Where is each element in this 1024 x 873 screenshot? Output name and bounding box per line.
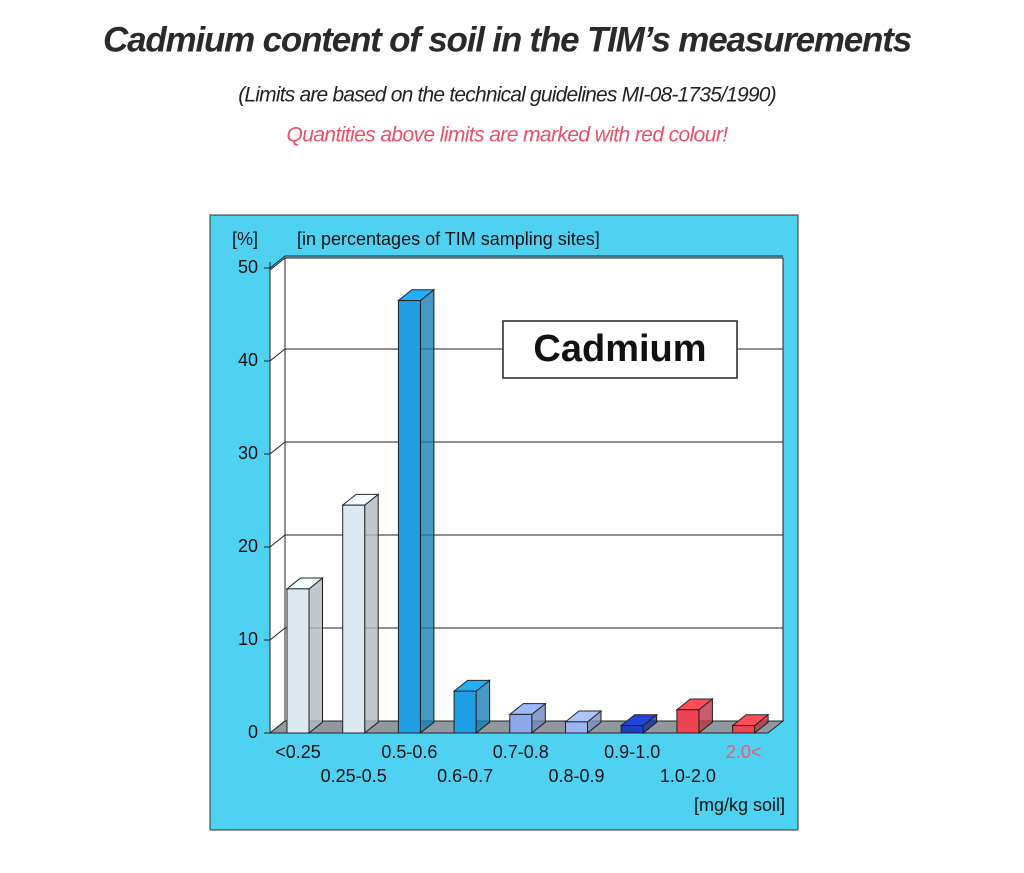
box-label: Cadmium (533, 328, 706, 370)
bar (286, 588, 310, 734)
plot-side-wall (269, 256, 286, 735)
x-tick-label: 0.7-0.8 (493, 742, 549, 762)
grid-line (269, 441, 783, 455)
y-tick-label: 40 (238, 350, 258, 370)
grid-line (269, 534, 783, 548)
bar (676, 709, 700, 734)
bar (620, 725, 644, 734)
x-tick-label: 0.8-0.9 (548, 766, 604, 786)
label-box (502, 320, 738, 379)
bar (453, 690, 477, 734)
bar-side (419, 288, 435, 735)
x-tick-label: 0.9-1.0 (604, 742, 660, 762)
x-tick-label: <0.25 (275, 742, 321, 762)
x-tick-label: 0.6-0.7 (437, 766, 493, 786)
chart-title: Cadmium content of soil in the TIM’s mea… (103, 20, 912, 59)
bar (732, 725, 756, 734)
x-tick-label: 1.0-2.0 (660, 766, 716, 786)
bar-side (364, 493, 379, 735)
y-tick-label: 10 (238, 629, 258, 649)
x-tick-label: 2.0< (726, 742, 762, 762)
y-tick-label: 50 (238, 257, 258, 277)
grid-line (269, 627, 783, 641)
bar (397, 300, 421, 734)
y-tick-label: 20 (238, 536, 258, 556)
bar (342, 504, 366, 734)
x-tick-label: 0.25-0.5 (321, 766, 387, 786)
chart-subtitle: (Limits are based on the technical guide… (238, 84, 776, 107)
x-tick-label: 0.5-0.6 (381, 742, 437, 762)
grid-line (269, 255, 783, 269)
bar (509, 713, 533, 734)
x-axis-label: [mg/kg soil] (694, 795, 785, 815)
bar-side (308, 577, 323, 735)
y-tick-label: 0 (248, 722, 258, 742)
bar (565, 721, 588, 734)
annotation: [in percentages of TIM sampling sites] (297, 229, 600, 249)
y-axis-label: [%] (232, 229, 258, 249)
y-tick-label: 30 (238, 443, 258, 463)
chart-note: Quantities above limits are marked with … (287, 124, 729, 147)
